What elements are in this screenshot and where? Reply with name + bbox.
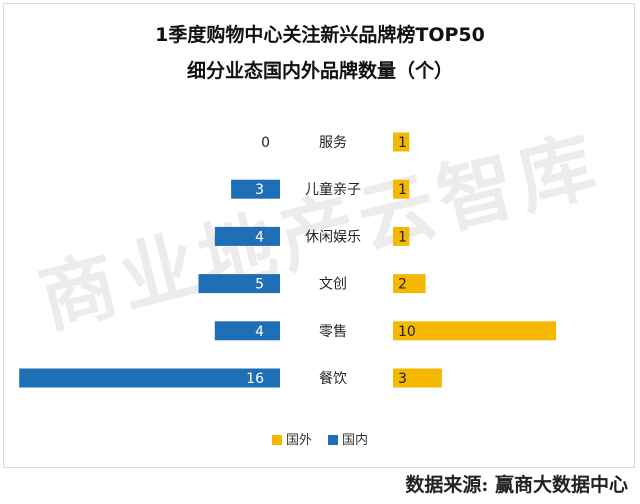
domestic-bar [214,321,280,341]
domestic-value-label: 5 [255,277,264,293]
foreign-bar [393,274,426,294]
foreign-bar [393,179,410,199]
domestic-bar [19,368,280,388]
foreign-value-label: 2 [398,277,407,293]
foreign-bar [393,226,410,246]
foreign-bar [393,321,556,341]
foreign-bar [393,368,442,388]
foreign-value-label: 1 [398,182,407,198]
legend-swatch-domestic [328,435,338,445]
category-label: 儿童亲子 [305,181,361,198]
domestic-bar [231,179,280,199]
domestic-value-label: 4 [255,324,264,340]
foreign-value-label: 1 [398,135,407,151]
legend-swatch-foreign [272,435,282,445]
chart-subtitle: 细分业态国内外品牌数量（个） [186,60,453,82]
foreign-bar [393,132,410,152]
domestic-value-label: 3 [255,182,264,198]
domestic-value-label: 4 [255,229,264,245]
data-source: 数据来源: 赢商大数据中心 [405,474,628,496]
foreign-value-label: 10 [398,324,416,340]
category-label: 休闲娱乐 [305,229,361,245]
category-label: 餐饮 [319,371,347,387]
chart-title: 1季度购物中心关注新兴品牌榜TOP50 [155,24,485,46]
domestic-value-label: 0 [261,135,270,151]
foreign-value-label: 1 [398,229,407,245]
legend-label-foreign: 国外 [286,433,312,448]
domestic-bar [198,274,280,294]
category-label: 服务 [319,135,347,151]
legend-label-domestic: 国内 [342,432,368,448]
foreign-value-label: 3 [398,371,407,387]
category-label: 文创 [319,277,347,293]
domestic-value-label: 16 [246,371,264,387]
category-label: 零售 [319,324,347,340]
domestic-bar [214,226,280,246]
chart-frame [3,3,635,468]
